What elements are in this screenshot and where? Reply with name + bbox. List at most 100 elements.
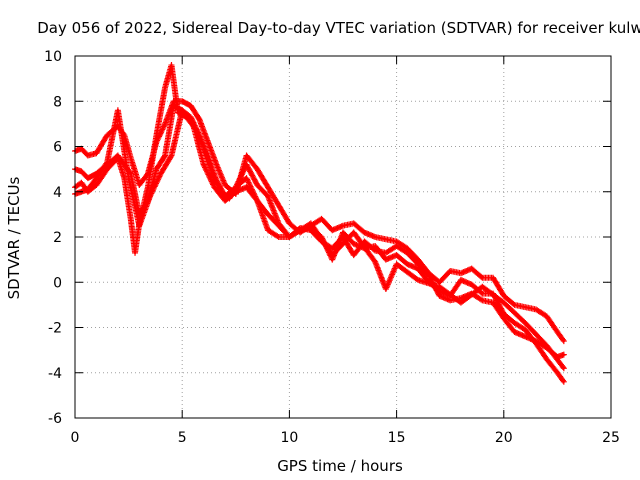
data-point — [163, 122, 167, 126]
data-point — [148, 195, 152, 198]
data-point — [481, 292, 484, 295]
data-point — [352, 222, 355, 225]
data-point — [86, 154, 90, 157]
data-point — [181, 109, 184, 112]
data-point — [123, 176, 126, 180]
data-point — [155, 167, 158, 171]
data-point — [245, 176, 248, 180]
data-point — [129, 156, 132, 160]
data-point — [534, 308, 538, 311]
x-tick-label: 15 — [388, 430, 406, 446]
data-point — [146, 186, 150, 189]
data-point — [331, 258, 334, 261]
y-tick-label: 10 — [44, 49, 62, 65]
data-point — [80, 147, 83, 150]
data-point — [384, 251, 388, 255]
data-point — [491, 276, 495, 279]
data-point — [459, 296, 463, 300]
x-tick-label: 0 — [71, 430, 80, 446]
data-point — [395, 253, 398, 257]
x-tick-label: 25 — [602, 430, 620, 446]
data-point — [138, 183, 141, 187]
data-point — [95, 176, 98, 180]
data-point — [198, 118, 201, 121]
data-point — [266, 229, 270, 232]
data-point — [86, 176, 90, 180]
data-point — [331, 229, 334, 232]
data-point — [562, 339, 566, 343]
data-point — [470, 283, 473, 286]
data-points — [72, 62, 567, 385]
data-point — [309, 229, 313, 232]
data-point — [513, 321, 516, 325]
y-tick-label: -6 — [48, 411, 62, 427]
data-point — [191, 122, 195, 126]
data-point — [556, 330, 559, 334]
y-tick-label: 8 — [53, 94, 62, 110]
data-point — [331, 253, 334, 257]
chart-title: Day 056 of 2022, Sidereal Day-to-day VTE… — [37, 19, 640, 37]
data-point — [491, 301, 495, 304]
data-point — [449, 299, 452, 302]
data-point — [234, 190, 237, 193]
data-point — [211, 172, 214, 175]
data-point — [86, 188, 90, 191]
data-point — [127, 176, 130, 180]
data-point — [562, 380, 566, 383]
y-tick-label: 2 — [53, 230, 62, 246]
y-axis-label: SDTVAR / TECUs — [5, 176, 23, 299]
data-point — [213, 186, 216, 189]
data-point — [320, 217, 323, 221]
y-tick-label: 4 — [53, 185, 62, 201]
data-point — [459, 278, 463, 282]
data-point — [373, 260, 377, 264]
data-point — [545, 344, 548, 347]
data-point — [215, 163, 218, 166]
x-axis-label: GPS time / hours — [277, 457, 403, 475]
data-point — [256, 167, 259, 171]
data-point — [163, 86, 167, 89]
data-point — [133, 251, 137, 255]
data-point — [245, 163, 248, 166]
data-point — [105, 167, 109, 171]
axis-ticks: 0 5 10 15 20 25 -6 -4 -2 0 2 4 6 8 10 — [44, 49, 620, 446]
data-point — [373, 235, 377, 239]
data-point — [202, 163, 205, 166]
data-point — [352, 242, 355, 245]
data-point — [395, 262, 398, 266]
data-point — [105, 133, 109, 137]
data-point — [95, 152, 98, 155]
data-point — [438, 285, 441, 288]
data-point — [449, 269, 452, 273]
data-point — [138, 224, 141, 227]
data-point — [309, 222, 313, 225]
data-point — [416, 278, 420, 282]
data-point — [206, 140, 210, 144]
data-point — [163, 154, 167, 157]
data-point — [266, 195, 270, 198]
data-point — [459, 272, 463, 275]
data-point — [288, 222, 291, 225]
data-point — [427, 274, 430, 277]
data-point — [384, 238, 388, 241]
y-tick-label: -4 — [48, 366, 62, 382]
data-point — [459, 301, 463, 304]
data-point — [352, 253, 355, 257]
x-tick-label: 10 — [280, 430, 298, 446]
data-point — [105, 161, 109, 164]
data-point — [363, 231, 366, 234]
data-point — [406, 262, 409, 266]
data-point — [545, 314, 548, 318]
data-point — [277, 235, 280, 239]
data-point — [416, 262, 420, 266]
data-point — [236, 183, 240, 187]
data-point — [562, 367, 566, 370]
data-point — [155, 133, 158, 137]
data-point — [395, 240, 398, 243]
data-point — [245, 186, 248, 189]
data-point — [352, 231, 355, 234]
data-point — [395, 244, 398, 248]
x-tick-label: 20 — [495, 430, 513, 446]
data-point — [524, 335, 527, 338]
